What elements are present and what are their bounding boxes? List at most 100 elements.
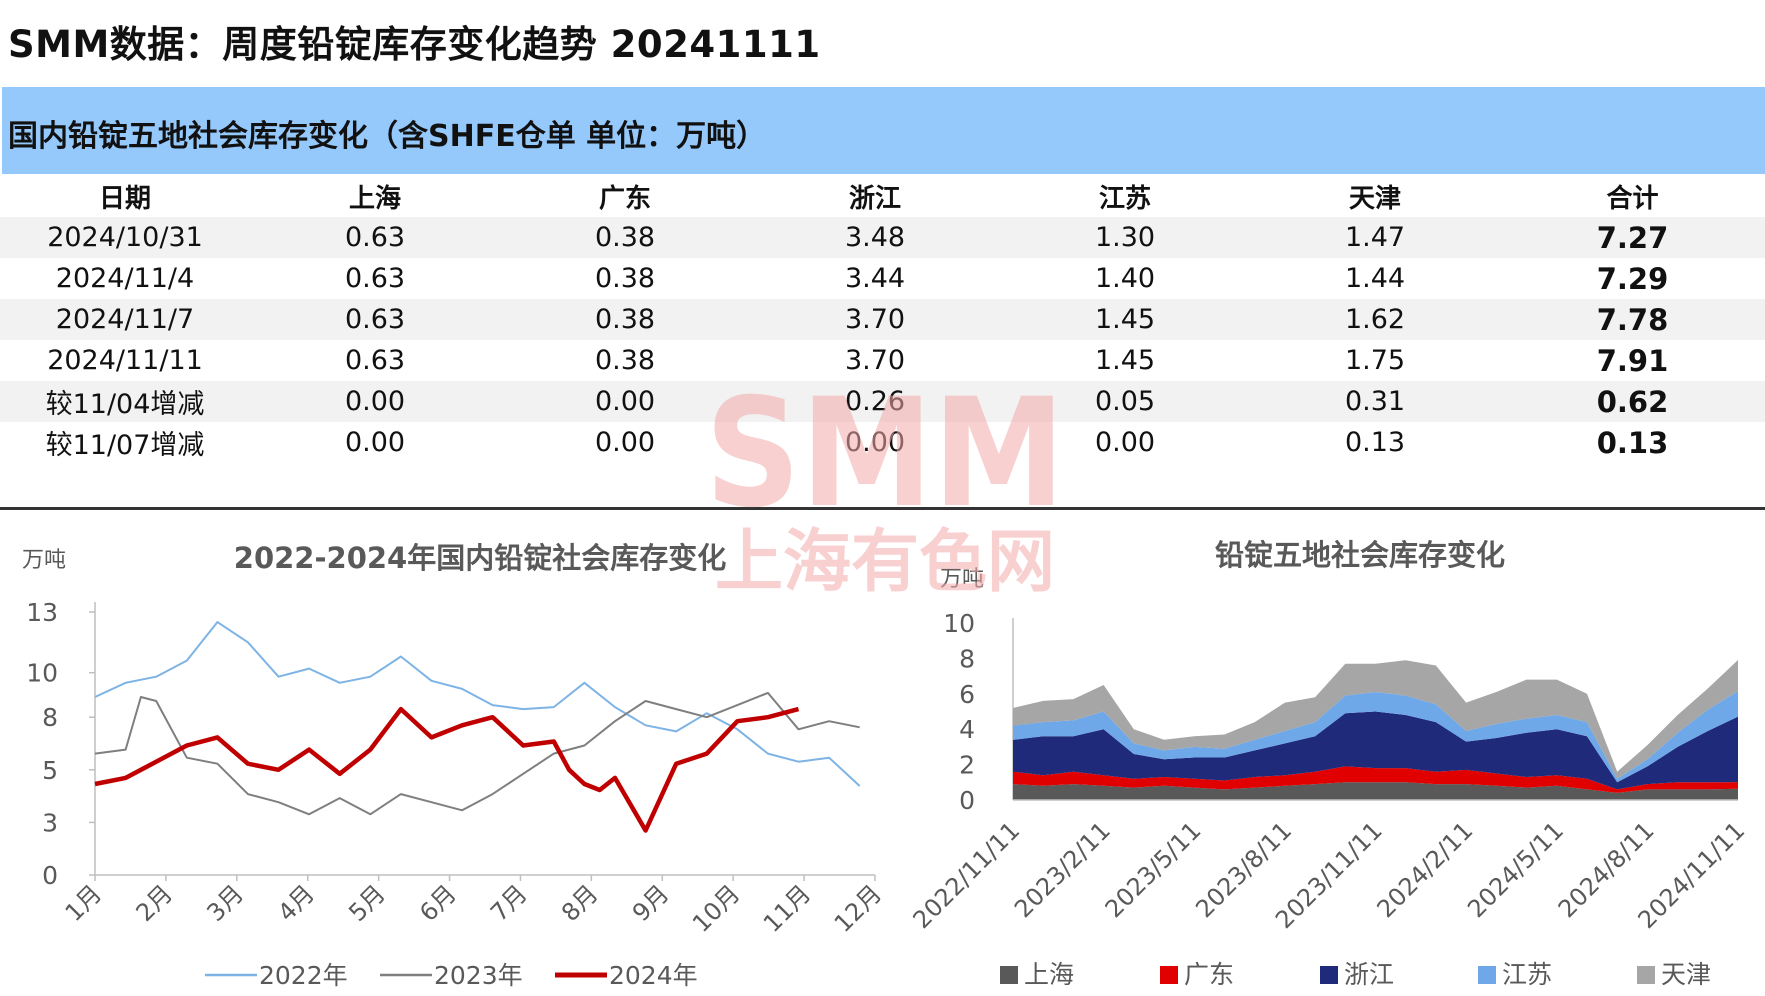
- page-title: SMM数据：周度铅锭库存变化趋势 20241111: [8, 23, 821, 66]
- chart2-area-天津: [1013, 660, 1738, 779]
- cell-total: 7.78: [1500, 299, 1765, 340]
- divider: [0, 507, 1765, 510]
- cell-date: 2024/11/11: [47, 345, 203, 376]
- chart1-y-tick-label: 13: [26, 598, 58, 627]
- cell-date: 2024/11/4: [55, 263, 195, 294]
- cell-guangdong: 0.38: [500, 299, 750, 340]
- chart2-area-上海: [1013, 782, 1738, 800]
- chart2-x-tick-label: 2022/11/11: [908, 816, 1026, 934]
- chart1-x-tick-label: 12月: [829, 879, 887, 937]
- header-total: 合计: [1606, 183, 1659, 214]
- chart1-x-tick-label: 7月: [485, 879, 533, 927]
- chart2-y-tick-label: 4: [959, 715, 975, 744]
- inventory-table: 日期 上海 广东 浙江 江苏 天津 合计 2024/10/31 0.63 0.3…: [0, 175, 1765, 463]
- cell-tianjin: 1.44: [1344, 263, 1406, 294]
- chart2-y-tick-label: 0: [959, 786, 975, 815]
- chart1-y-tick-label: 10: [26, 659, 58, 688]
- chart2-legend-swatch: [1320, 966, 1338, 984]
- chart2-legend-label: 浙江: [1344, 960, 1394, 989]
- cell-zhejiang: 0.00: [844, 427, 906, 458]
- cell-jiangsu: 1.30: [1000, 217, 1250, 258]
- table-row: 2024/10/31 0.63 0.38 3.48 1.30 1.47 7.27: [0, 217, 1765, 258]
- header-date: 日期: [98, 183, 151, 214]
- chart2-area-浙江: [1013, 711, 1738, 790]
- cell-zhejiang: 0.26: [750, 381, 1000, 422]
- chart2-area-江苏: [1013, 691, 1738, 783]
- chart1-x-tick-label: 3月: [201, 879, 249, 927]
- cell-guangdong: 0.00: [594, 427, 656, 458]
- chart1-y-tick-label: 5: [42, 756, 58, 785]
- chart1-x-tick-label: 4月: [272, 879, 320, 927]
- cell-shanghai: 0.63: [250, 299, 500, 340]
- cell-guangdong: 0.38: [594, 263, 656, 294]
- cell-total: 0.13: [1596, 425, 1669, 460]
- header-zhejiang: 浙江: [848, 183, 901, 214]
- cell-guangdong: 0.00: [500, 381, 750, 422]
- cell-zhejiang: 3.70: [750, 299, 1000, 340]
- chart2-title: 铅锭五地社会库存变化: [1215, 538, 1505, 572]
- header-guangdong: 广东: [598, 183, 651, 214]
- cell-guangdong: 0.38: [594, 345, 656, 376]
- chart2-y-tick-label: 10: [943, 609, 975, 638]
- cell-jiangsu: 1.45: [1094, 345, 1156, 376]
- chart2-y-tick-label: 6: [959, 680, 975, 709]
- chart2-legend-swatch: [1637, 966, 1655, 984]
- cell-zhejiang: 3.44: [844, 263, 906, 294]
- cell-tianjin: 1.62: [1250, 299, 1500, 340]
- chart1-y-tick-label: 0: [42, 861, 58, 890]
- cell-tianjin: 1.47: [1250, 217, 1500, 258]
- cell-jiangsu: 0.00: [1094, 427, 1156, 458]
- header-jiangsu: 江苏: [1098, 183, 1151, 214]
- cell-date: 较11/07增减: [45, 430, 205, 461]
- chart2-area-广东: [1013, 766, 1738, 793]
- chart2-x-tick-label: 2023/5/11: [1100, 816, 1207, 923]
- cell-date: 较11/04增减: [0, 381, 250, 422]
- table-row: 较11/07增减 0.00 0.00 0.00 0.00 0.13 0.13: [0, 422, 1765, 463]
- chart2-legend-label: 广东: [1184, 960, 1234, 989]
- cell-jiangsu: 1.40: [1094, 263, 1156, 294]
- chart2-legend-swatch: [1000, 966, 1018, 984]
- header-shanghai: 上海: [348, 183, 401, 214]
- chart1-x-tick-label: 6月: [414, 879, 462, 927]
- cell-shanghai: 0.63: [344, 263, 406, 294]
- chart1-x-tick-label: 2月: [131, 879, 179, 927]
- chart1-x-tick-label: 8月: [556, 879, 604, 927]
- cell-jiangsu: 0.05: [1000, 381, 1250, 422]
- chart1-y-tick-label: 8: [42, 703, 58, 732]
- chart2-legend-label: 天津: [1661, 960, 1711, 989]
- table-row: 2024/11/4 0.63 0.38 3.44 1.40 1.44 7.29: [0, 258, 1765, 299]
- cell-total: 7.91: [1596, 343, 1669, 378]
- header-tianjin: 天津: [1348, 183, 1401, 214]
- chart1-legend-label: 2024年: [609, 961, 698, 990]
- cell-total: 7.29: [1596, 261, 1669, 296]
- chart1-y-unit: 万吨: [22, 548, 66, 573]
- cell-guangdong: 0.38: [500, 217, 750, 258]
- table-row: 2024/11/11 0.63 0.38 3.70 1.45 1.75 7.91: [0, 340, 1765, 381]
- chart2-x-tick-label: 2024/5/11: [1462, 816, 1569, 923]
- table-header-row: 日期 上海 广东 浙江 江苏 天津 合计: [0, 175, 1765, 217]
- table-row: 较11/04增减 0.00 0.00 0.26 0.05 0.31 0.62: [0, 381, 1765, 422]
- cell-total: 7.27: [1500, 217, 1765, 258]
- chart2-legend-label: 上海: [1024, 960, 1074, 989]
- table-row: 2024/11/7 0.63 0.38 3.70 1.45 1.62 7.78: [0, 299, 1765, 340]
- chart2-legend-swatch: [1478, 966, 1496, 984]
- cell-jiangsu: 1.45: [1000, 299, 1250, 340]
- table-section-header: 国内铅锭五地社会库存变化（含SHFE仓单 单位：万吨）: [2, 87, 1765, 174]
- chart1-x-tick-label: 9月: [627, 879, 675, 927]
- chart2-y-tick-label: 2: [959, 751, 975, 780]
- chart1-series-line-2024年: [94, 706, 800, 833]
- cell-date: 2024/11/7: [0, 299, 250, 340]
- cell-shanghai: 0.00: [250, 381, 500, 422]
- chart1-x-tick-label: 1月: [60, 879, 108, 927]
- chart1-y-tick-label: 3: [42, 808, 58, 837]
- chart1-x-tick-label: 11月: [758, 879, 816, 937]
- chart2-legend-label: 江苏: [1502, 960, 1552, 989]
- chart2-y-tick-label: 8: [959, 644, 975, 673]
- cell-tianjin: 1.75: [1344, 345, 1406, 376]
- cell-zhejiang: 3.70: [844, 345, 906, 376]
- cell-total: 0.62: [1500, 381, 1765, 422]
- cell-zhejiang: 3.48: [750, 217, 1000, 258]
- chart1-legend-label: 2022年: [259, 961, 348, 990]
- chart2-x-tick-label: 2024/2/11: [1372, 816, 1479, 923]
